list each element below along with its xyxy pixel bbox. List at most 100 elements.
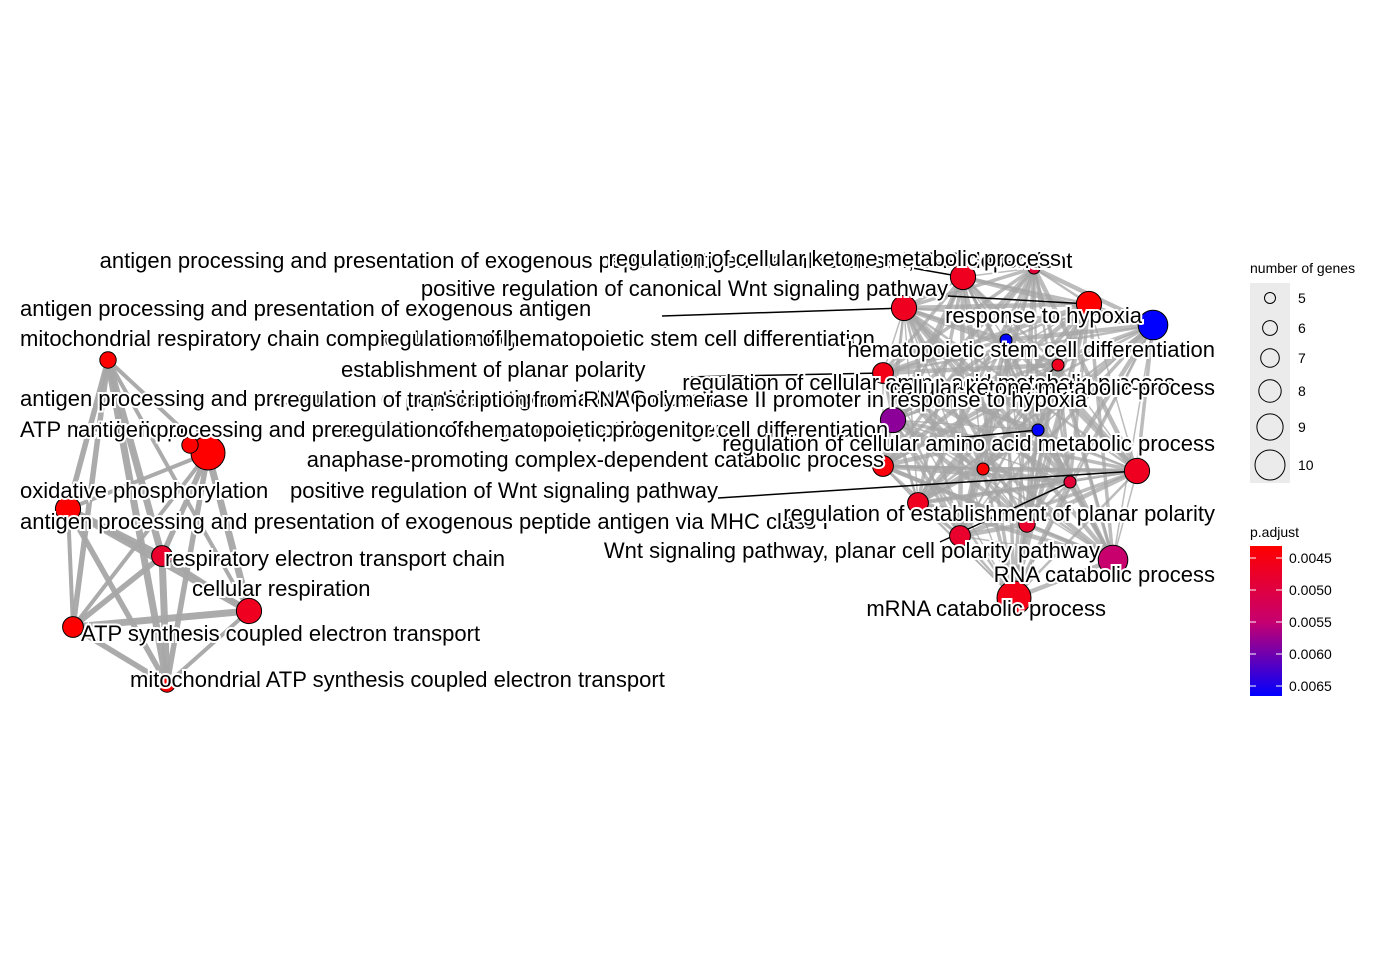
- node-label-text: antigen processing and presentation of p…: [20, 386, 715, 411]
- node-label-text: cellular ketone metabolic process: [890, 375, 1215, 400]
- node-label-halo: mitochondrial ATP synthesis coupled elec…: [130, 667, 665, 692]
- edge: [65, 507, 170, 686]
- node-label: mitochondrial respiratory chain complex …: [18, 324, 521, 353]
- edge: [981, 468, 1016, 599]
- edge: [903, 306, 1154, 327]
- edge: [882, 338, 1007, 375]
- edge: [164, 452, 211, 685]
- edge: [1135, 324, 1155, 472]
- edge: [1026, 468, 1138, 527]
- node-atp-synth[interactable]: [62, 616, 84, 638]
- node-label-halo: regulation of hematopoietic stem cell di…: [380, 326, 875, 351]
- node-reg-planar[interactable]: [949, 525, 971, 547]
- edge: [881, 266, 1036, 468]
- leader-line: [717, 470, 1138, 499]
- node-label-halo: mitochondrial respiratory chain complex …: [20, 326, 519, 351]
- node-rna-cat[interactable]: [1097, 544, 1129, 576]
- node-mito-atp[interactable]: [158, 675, 176, 693]
- node-label: establishment of planar polarityestablis…: [339, 355, 648, 384]
- edge: [982, 468, 1028, 525]
- node-label-text: mitochondrial ATP synthesis coupled elec…: [130, 667, 665, 692]
- node-pos-canon-wnt[interactable]: [1075, 290, 1103, 318]
- node-label-halo: response to hypoxia: [945, 303, 1143, 328]
- size-legend-circle: [1254, 449, 1286, 481]
- color-legend-title: p.adjust: [1250, 524, 1299, 540]
- edge: [1056, 364, 1072, 483]
- edge: [1057, 364, 1138, 472]
- edge: [917, 500, 1114, 563]
- node-label-halo: Wnt signaling pathway, planar cell polar…: [604, 538, 1100, 563]
- size-legend-circle: [1262, 320, 1278, 336]
- color-legend-label: 0.0065: [1289, 678, 1332, 694]
- color-legend-label: 0.0055: [1289, 614, 1332, 630]
- node-oxphos[interactable]: [54, 495, 82, 523]
- node-antigen-exo[interactable]: [890, 294, 918, 322]
- size-legend-label: 10: [1298, 457, 1314, 473]
- node-reg-ketone[interactable]: [949, 263, 977, 291]
- edge: [957, 267, 1037, 537]
- node-label: regulation of hematopoietic progenitor c…: [340, 415, 890, 444]
- node-label-halo: regulation of transcription from RNA pol…: [280, 387, 1088, 412]
- node-label-text: regulation of cellular ketone metabolic …: [609, 246, 1061, 271]
- node-label-halo: oxidative phosphorylation: [20, 478, 268, 503]
- node-cell-resp[interactable]: [235, 597, 263, 625]
- node-reg-aa2[interactable]: [1123, 457, 1151, 485]
- edge: [1026, 481, 1071, 525]
- node-label-halo: antigen processing and presentation of e…: [20, 296, 591, 321]
- edge: [891, 266, 1036, 422]
- node-mrna-cat[interactable]: [996, 580, 1032, 616]
- node-label-text: ATP synthesis coupled electron transport: [81, 621, 480, 646]
- edge: [204, 452, 253, 612]
- node-label: antigen processing and presentation of e…: [18, 294, 593, 323]
- node-label: anaphase-promoting complex-dependent cat…: [305, 445, 886, 474]
- node-label-text: regulation of cellular amino acid metabo…: [682, 370, 1175, 395]
- node-label-text: respiratory electron transport chain: [165, 546, 505, 571]
- node-label-text: establishment of planar polarity: [341, 357, 646, 382]
- node-wnt-pcp[interactable]: [1018, 515, 1036, 533]
- node-label-halo: positive regulation of canonical Wnt sig…: [421, 276, 948, 301]
- edge: [882, 371, 1138, 473]
- node-hypoxia[interactable]: [1137, 309, 1169, 341]
- edge: [66, 508, 75, 628]
- size-legend-label: 7: [1298, 350, 1306, 366]
- node-label-text: regulation of hematopoietic stem cell di…: [380, 326, 875, 351]
- node-reg-aa[interactable]: [879, 406, 907, 434]
- node-resp-chain[interactable]: [151, 545, 173, 567]
- node-reg-hpc[interactable]: [1031, 423, 1045, 437]
- node-label: regulation of cellular ketone metabolic …: [607, 244, 1063, 273]
- node-label: antigen processing and presentation of p…: [18, 384, 717, 413]
- node-label-halo: ATP metabolic process: [20, 417, 244, 442]
- color-legend-label: 0.0045: [1289, 550, 1332, 566]
- node-pos-wnt[interactable]: [1063, 475, 1077, 489]
- node-label-halo: antigen processing and presentation of e…: [78, 417, 728, 442]
- node-label-halo: ATP synthesis coupled electron transport: [81, 621, 480, 646]
- node-label: antigen processing and presentation of e…: [98, 246, 1075, 275]
- node-label-text: antigen processing and presentation of e…: [78, 417, 728, 442]
- node-antigen-mhc[interactable]: [907, 492, 929, 514]
- node-apc[interactable]: [872, 455, 894, 477]
- leader-line: [955, 429, 1039, 439]
- edge: [959, 535, 1114, 561]
- node-mito-chain[interactable]: [99, 351, 117, 369]
- edge: [71, 624, 169, 687]
- node-label-text: anaphase-promoting complex-dependent cat…: [307, 447, 884, 472]
- edge: [71, 451, 210, 629]
- leader-line: [683, 372, 884, 378]
- node-reg-hsc[interactable]: [999, 333, 1013, 347]
- edge: [1013, 557, 1114, 601]
- edge: [982, 467, 1071, 484]
- node-reg-aa-small[interactable]: [976, 462, 990, 476]
- node-label-text: antigen processing and presentation of e…: [100, 248, 1073, 273]
- node-ketone[interactable]: [1027, 261, 1041, 275]
- edge: [917, 502, 1015, 599]
- node-label-text: RNA catabolic process: [994, 562, 1215, 587]
- node-atp-antigen[interactable]: [181, 436, 199, 454]
- node-labels: antigen processing and presentation of e…: [18, 244, 1217, 694]
- node-planar-pol[interactable]: [872, 362, 894, 384]
- node-hsc-diff[interactable]: [1051, 358, 1065, 372]
